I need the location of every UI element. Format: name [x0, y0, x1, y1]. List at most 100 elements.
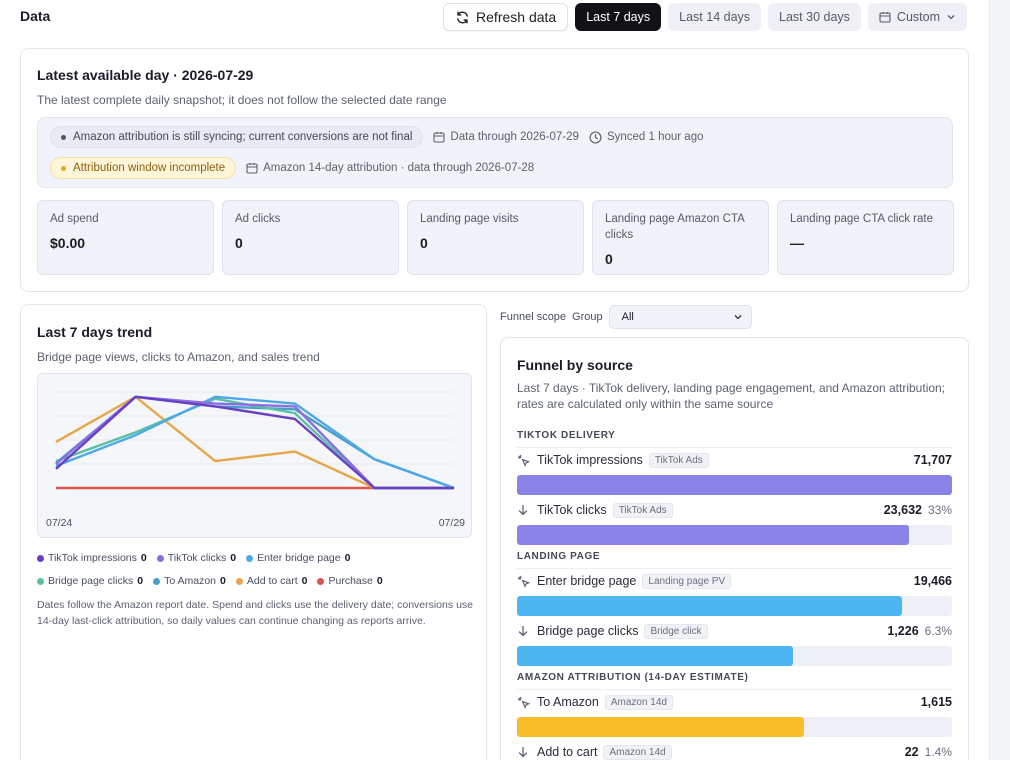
metric-cards: Ad spend $0.00 Ad clicks 0 Landing page … — [37, 200, 954, 275]
metric-cta-rate: Landing page CTA click rate — — [777, 200, 954, 275]
series-line-tiktok-impressions — [55, 395, 454, 490]
source-tag: TikTok Ads — [612, 502, 673, 518]
legend-total: 0 — [230, 552, 237, 564]
legend-item-add-to-cart[interactable]: Add to cart 0 — [235, 575, 308, 587]
legend-label: Enter bridge page — [257, 552, 341, 564]
legend-total: 0 — [344, 552, 351, 564]
funnel-row-value: 22 — [904, 745, 919, 759]
funnel-subtitle: Last 7 days · TikTok delivery, landing p… — [517, 381, 946, 411]
metric-landing-visits: Landing page visits 0 — [407, 200, 584, 275]
funnel-row-enter-bridge-page: Enter bridge page Landing page PV 19,466 — [517, 572, 952, 616]
sparkle-icon — [517, 454, 531, 467]
legend-dot-icon — [235, 577, 243, 585]
trend-title: Last 7 days trend — [37, 324, 153, 340]
funnel-bar-track — [517, 475, 952, 495]
trend-card: Last 7 days trend Bridge page views, cli… — [20, 304, 487, 760]
synced-meta: Synced 1 hour ago — [589, 130, 703, 144]
funnel-row-head: Bridge page clicks Bridge click 1,226 6.3% — [517, 622, 952, 640]
legend-item-purchase[interactable]: Purchase 0 — [317, 575, 383, 587]
attribution-meta: Amazon 14-day attribution · data through… — [246, 162, 534, 174]
range-custom[interactable]: Custom — [867, 3, 967, 31]
funnel-bar-track — [517, 525, 952, 545]
legend-dot-icon — [246, 554, 254, 562]
sync-notice: Amazon attribution is still syncing; cur… — [37, 117, 953, 188]
group-select[interactable]: All — [608, 305, 752, 329]
source-tag: Bridge click — [644, 623, 708, 639]
funnel-bar-track — [517, 717, 952, 737]
syncing-status-badge: Amazon attribution is still syncing; cur… — [50, 126, 424, 148]
funnel-bar-fill — [517, 525, 909, 545]
refresh-button[interactable]: Refresh data — [443, 3, 569, 31]
funnel-scope: Funnel scope Group All — [500, 305, 752, 329]
legend-dot-icon — [153, 577, 161, 585]
legend-item-to-amazon[interactable]: To Amazon 0 — [153, 575, 226, 587]
group-label: Group — [572, 311, 603, 323]
funnel-title: Funnel by source — [517, 357, 633, 373]
range-last-30-days[interactable]: Last 30 days — [768, 3, 861, 31]
trend-chart: 07/24 07/29 — [37, 373, 472, 538]
funnel-row-rate: 6.3% — [924, 624, 952, 638]
data-through-meta: Data through 2026-07-29 — [433, 131, 579, 143]
funnel-row-value: 23,632 — [883, 503, 922, 517]
trend-note: Dates follow the Amazon report date. Spe… — [37, 599, 473, 627]
legend-total: 0 — [301, 575, 308, 587]
custom-label: Custom — [896, 10, 940, 24]
funnel-row-head: To Amazon Amazon 14d 1,615 — [517, 693, 952, 711]
metric-ad-spend: Ad spend $0.00 — [37, 200, 214, 275]
metric-ad-clicks: Ad clicks 0 — [222, 200, 399, 275]
range-last-14-days[interactable]: Last 14 days — [668, 3, 762, 31]
latest-day-card: Latest available day · 2026-07-29 The la… — [20, 48, 969, 292]
funnel-row-head: Add to cart Amazon 14d 22 1.4% — [517, 743, 952, 760]
funnel-row-head: TikTok clicks TikTok Ads 23,632 33% — [517, 501, 952, 519]
attribution-status-badge: Attribution window incomplete — [50, 157, 237, 179]
calendar-icon — [433, 131, 445, 143]
series-line-enter-bridge-page — [55, 395, 455, 490]
status-dot-icon — [61, 165, 66, 171]
metric-cta-clicks: Landing page Amazon CTA clicks 0 — [592, 200, 769, 275]
refresh-label: Refresh data — [476, 9, 557, 25]
funnel-row-value: 19,466 — [913, 574, 952, 588]
funnel-row-add-to-cart: Add to cart Amazon 14d 22 1.4% — [517, 743, 952, 760]
source-tag: TikTok Ads — [648, 452, 709, 468]
source-tag: Amazon 14d — [603, 744, 672, 760]
funnel-row-head: Enter bridge page Landing page PV 19,466 — [517, 572, 952, 590]
calendar-icon — [879, 11, 891, 23]
x-tick-label: 07/29 — [439, 517, 465, 529]
funnel-row-value: 71,707 — [913, 453, 952, 467]
sparkle-icon — [517, 575, 531, 588]
range-last-7-days[interactable]: Last 7 days — [575, 3, 662, 31]
funnel-section-header: AMAZON ATTRIBUTION (14-DAY ESTIMATE) — [517, 672, 952, 690]
legend-label: TikTok clicks — [167, 552, 227, 564]
group-select-value: All — [621, 311, 634, 323]
trend-subtitle: Bridge page views, clicks to Amazon, and… — [37, 350, 320, 364]
funnel-row-rate: 1.4% — [924, 745, 952, 759]
chevron-down-icon — [733, 312, 743, 322]
funnel-bar-fill — [517, 717, 805, 737]
legend-item-tiktok-impressions[interactable]: TikTok impressions 0 — [37, 552, 147, 564]
legend-label: Add to cart — [246, 575, 298, 587]
sparkle-icon — [517, 696, 531, 709]
status-dot-icon — [61, 134, 66, 140]
chart-legend-row-1: TikTok impressions 0 TikTok clicks 0 Enter b… — [37, 552, 350, 564]
funnel-row-label: Bridge page clicks — [537, 624, 639, 638]
legend-item-tiktok-clicks[interactable]: TikTok clicks 0 — [156, 552, 237, 564]
funnel-row-bridge-page-clicks: Bridge page clicks Bridge click 1,226 6.3% — [517, 622, 952, 666]
legend-total: 0 — [137, 575, 144, 587]
legend-dot-icon — [317, 577, 325, 585]
arrow-down-icon — [517, 625, 531, 637]
legend-item-enter-bridge-page[interactable]: Enter bridge page 0 — [246, 552, 350, 564]
chevron-down-icon — [946, 12, 956, 22]
legend-item-bridge-page-clicks[interactable]: Bridge page clicks 0 — [37, 575, 143, 587]
funnel-row-label: TikTok clicks — [537, 503, 607, 517]
latest-day-title: Latest available day · 2026-07-29 — [37, 67, 254, 83]
funnel-row-label: To Amazon — [537, 695, 599, 709]
page-title: Data — [20, 8, 51, 24]
legend-label: To Amazon — [164, 575, 217, 587]
legend-label: Bridge page clicks — [48, 575, 134, 587]
funnel-card: Funnel by source Last 7 days · TikTok de… — [500, 337, 969, 760]
funnel-scope-label: Funnel scope — [500, 311, 567, 323]
chart-legend-row-2: Bridge page clicks 0 To Amazon 0 Add to cart… — [37, 575, 383, 587]
funnel-row-label: Enter bridge page — [537, 574, 637, 588]
legend-total: 0 — [220, 575, 226, 587]
funnel-bar-track — [517, 646, 952, 666]
